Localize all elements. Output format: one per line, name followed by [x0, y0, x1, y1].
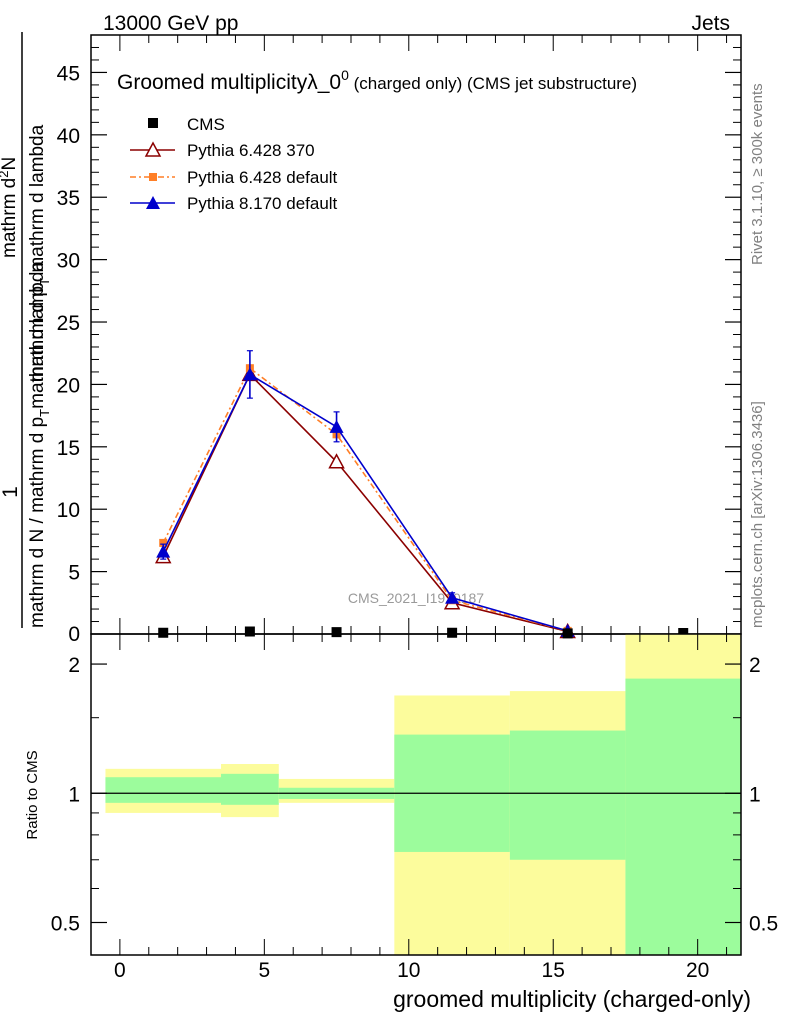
legend-entry-p6-370: Pythia 6.428 370: [130, 141, 315, 160]
y-tick-label: 35: [57, 187, 80, 210]
legend-cms-label: CMS: [187, 115, 225, 134]
legend-p6-370-marker: [144, 141, 162, 157]
ratio-y-tick-label-right: 1: [749, 783, 761, 806]
cms-data-point: [158, 627, 169, 638]
ylabel-numerator: mathrm d N / mathrm d pTmathrm d lambda: [27, 261, 52, 628]
ratio-y-tick-label: 0.5: [51, 912, 80, 935]
x-tick-label: 5: [258, 959, 270, 982]
legend: CMS Pythia 6.428 370 Pythia 6.428 defaul…: [130, 115, 338, 213]
ylabel-inner-numerator: mathrm d2N: [0, 157, 20, 258]
p8-default-point: [156, 544, 171, 558]
ratio-bands-layer: [105, 634, 741, 955]
x-axis-title: groomed multiplicity (charged-only): [393, 986, 751, 1012]
y-tick-label: 40: [57, 125, 80, 148]
ratio-x-ticks: 0 5 10 15 20: [90, 634, 728, 982]
legend-p6-default-marker: [149, 173, 157, 181]
legend-entry-p8-default: Pythia 8.170 default: [130, 194, 338, 213]
legend-p8-default-label: Pythia 8.170 default: [187, 194, 338, 213]
x-tick-label: 0: [114, 959, 126, 982]
y-tick-label: 30: [57, 250, 80, 273]
cms-data-point: [244, 626, 255, 637]
ratio-y-ticks: 0.5 0.5 1 1 2 2: [51, 654, 778, 935]
cms-data-point: [331, 627, 342, 638]
legend-entry-cms: CMS: [148, 115, 225, 134]
ratio-y-tick-label: 2: [68, 654, 80, 677]
cms-data-point: [678, 628, 689, 639]
legend-p8-default-marker: [146, 196, 160, 209]
y-tick-label: 5: [68, 562, 80, 585]
cms-data-point: [447, 627, 458, 638]
ylabel-inner-denominator-full: mathrm d pT mathrm d lambda: [27, 124, 52, 382]
main-ylabel: 1 mathrm d N / mathrm d pTmathrm d lambd…: [0, 32, 52, 628]
p6-370-point: [328, 453, 345, 469]
ratio-inner-band: [105, 777, 221, 803]
y-tick-label: 45: [57, 62, 80, 85]
p8-default-point: [445, 590, 460, 604]
x-tick-label: 10: [397, 959, 420, 982]
y-tick-label: 25: [57, 312, 80, 335]
main-x-ticks: [90, 35, 728, 634]
ratio-inner-band: [221, 773, 279, 805]
legend-entry-p6-default: Pythia 6.428 default: [130, 168, 338, 187]
header-category-label: Jets: [691, 12, 730, 35]
rivet-version-label: Rivet 3.1.10, ≥ 300k events: [749, 83, 766, 265]
mcplots-label: mcplots.cern.ch [arXiv:1306.3436]: [749, 401, 766, 628]
legend-p6-370-label: Pythia 6.428 370: [187, 141, 315, 160]
x-tick-label: 20: [686, 959, 709, 982]
ratio-y-tick-label: 1: [68, 783, 80, 806]
y-tick-label: 15: [57, 437, 80, 460]
x-tick-label: 15: [542, 959, 565, 982]
ratio-panel: 0.5 0.5 1 1 2 2 0 5 10 15 20 Ratio to CMS groomed…: [24, 633, 778, 1012]
ratio-y-tick-label-right: 0.5: [749, 912, 778, 935]
y-tick-label: 10: [57, 499, 80, 522]
p8-default-point: [242, 367, 257, 381]
ratio-frame: [90, 633, 742, 956]
ylabel-one: 1: [0, 486, 22, 498]
header-energy-label: 13000 GeV pp: [103, 12, 238, 35]
ratio-inner-band: [625, 678, 741, 955]
p6-default-point: [159, 538, 168, 547]
y-tick-label: 20: [57, 374, 80, 397]
ratio-inner-band: [509, 730, 626, 860]
y-tick-label-0: 0: [68, 623, 80, 646]
legend-cms-marker: [148, 118, 158, 128]
legend-p6-default-label: Pythia 6.428 default: [187, 168, 338, 187]
chart-title: Groomed multiplicityλ_00 (charged only) …: [117, 67, 637, 94]
main-panel: 5 10 15 20 25 30 35 40 45 0 Groomed multiplicity…: [57, 34, 742, 646]
main-y-ticks: 5 10 15 20 25 30 35 40 45: [57, 46, 741, 623]
ratio-y-tick-label-right: 2: [749, 654, 761, 677]
ratio-ylabel: Ratio to CMS: [24, 750, 41, 839]
p8-default-point: [329, 419, 344, 433]
